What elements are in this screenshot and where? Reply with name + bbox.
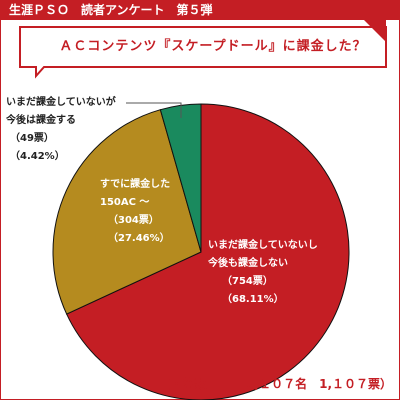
leader-line [126,102,182,118]
slice-label: （49票） [10,131,54,144]
slice-label: （4.42%） [10,149,65,162]
header-title: 生涯ＰＳＯ 読者アンケート 第５弾 [9,3,213,17]
slice-label: （68.11%） [222,292,284,305]
slice-label: 150AC ～ [100,197,149,208]
respondent-count: （回答数 ＝ １,１０７名 1,１０７票） [158,377,392,391]
slice-label: （304票） [108,213,159,226]
pie-slice [65,103,350,400]
question-bubble [19,20,387,79]
slice-label: （27.46%） [108,231,170,244]
pie-slice [159,103,202,253]
header-bar: 生涯ＰＳＯ 読者アンケート 第５弾 [0,0,400,20]
corner-mark [364,20,386,42]
question-title: ＡＣコンテンツ『スケープドール』に課金した？ [59,39,367,54]
slice-label: 今後は課金する [5,113,76,126]
slice-label: すでに課金した [100,177,170,190]
slice-label: （754票） [222,274,273,287]
slice-label: いまだ課金していないが [6,95,117,108]
slice-label: 今後も課金しない [207,256,288,269]
pie-slice [52,109,202,315]
slice-label: いまだ課金していないし [208,238,318,251]
